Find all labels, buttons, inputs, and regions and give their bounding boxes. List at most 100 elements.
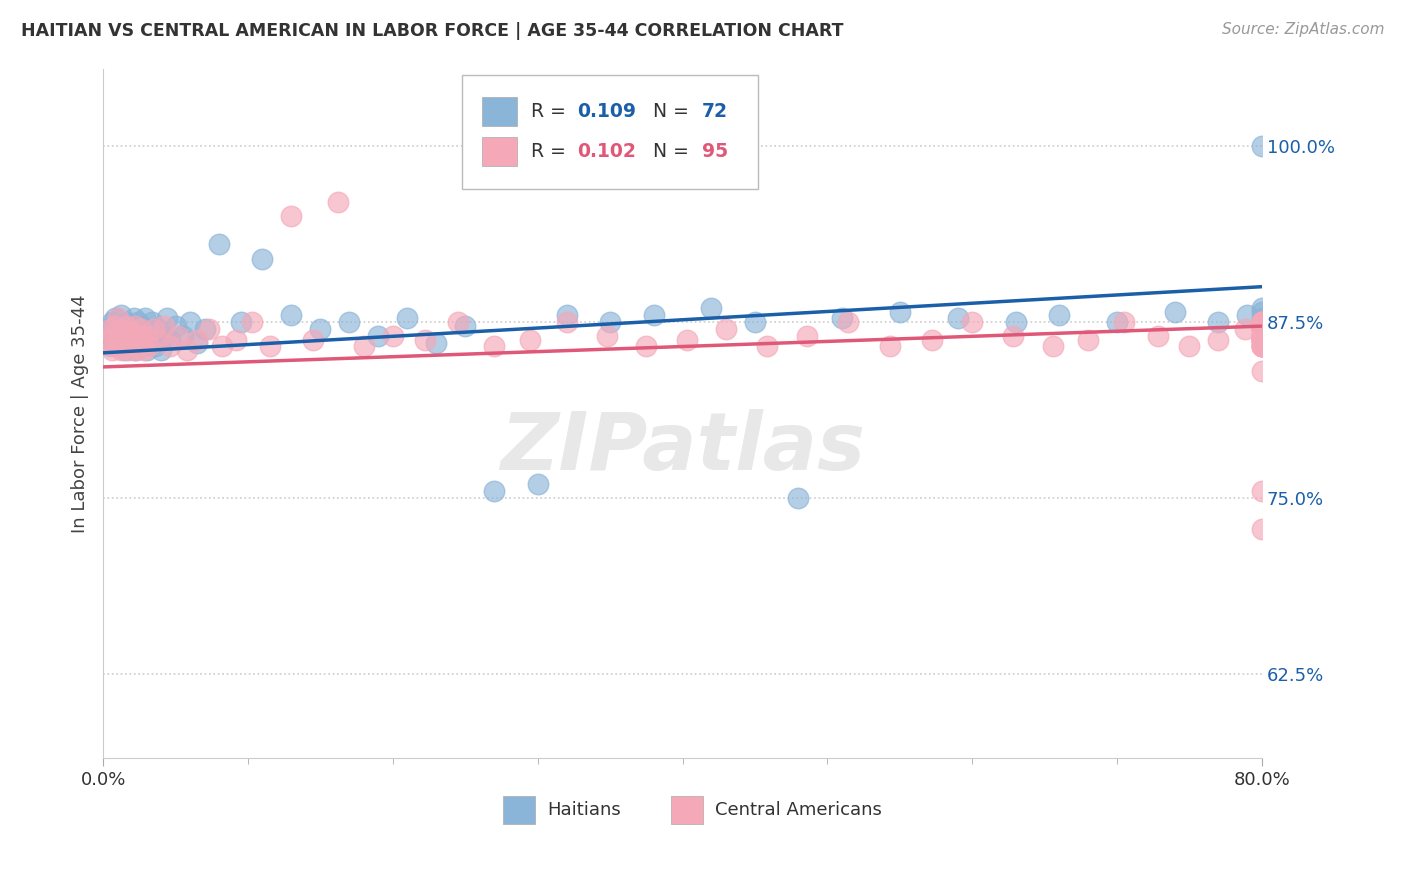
Point xyxy=(127,315,149,329)
Point xyxy=(1164,305,1187,319)
Point xyxy=(280,210,302,224)
Point xyxy=(118,343,141,357)
Point xyxy=(1251,333,1274,347)
Point xyxy=(104,310,127,325)
Point xyxy=(153,329,176,343)
Point xyxy=(141,315,163,329)
Point xyxy=(132,329,155,343)
Point xyxy=(1251,339,1274,353)
Point xyxy=(396,310,419,325)
Point xyxy=(526,476,548,491)
Point xyxy=(381,329,404,343)
Point xyxy=(796,329,818,343)
Text: Source: ZipAtlas.com: Source: ZipAtlas.com xyxy=(1222,22,1385,37)
Point xyxy=(1251,333,1274,347)
Point xyxy=(176,343,198,357)
Point xyxy=(744,315,766,329)
Point xyxy=(1251,333,1274,347)
Point xyxy=(1251,329,1274,343)
Point xyxy=(1251,315,1274,329)
Point xyxy=(425,336,447,351)
Point xyxy=(114,339,136,353)
Point xyxy=(135,343,157,357)
Point xyxy=(211,339,233,353)
Point xyxy=(1251,339,1274,353)
Point xyxy=(112,329,135,343)
Text: N =: N = xyxy=(641,103,695,121)
Point xyxy=(1251,339,1274,353)
Point xyxy=(96,322,118,336)
Point xyxy=(946,310,969,325)
Point xyxy=(105,339,128,353)
Point xyxy=(240,315,263,329)
Point xyxy=(111,333,134,347)
Point xyxy=(146,322,169,336)
Point xyxy=(1233,322,1256,336)
Point xyxy=(198,322,221,336)
Point xyxy=(700,301,723,315)
Point xyxy=(108,339,131,353)
Point xyxy=(124,319,146,334)
Point xyxy=(146,333,169,347)
Point xyxy=(1251,522,1274,536)
Point xyxy=(1251,310,1274,325)
Point xyxy=(122,329,145,343)
Point xyxy=(179,315,201,329)
Point xyxy=(1251,315,1274,329)
Point xyxy=(1251,315,1274,329)
Point xyxy=(172,329,194,343)
Point xyxy=(484,483,506,498)
Text: ZIPatlas: ZIPatlas xyxy=(501,409,865,487)
Point xyxy=(124,343,146,357)
Point xyxy=(636,339,658,353)
Point xyxy=(1251,301,1274,315)
Point xyxy=(1004,315,1026,329)
Point xyxy=(1208,315,1230,329)
Point xyxy=(309,322,332,336)
Point xyxy=(132,343,155,357)
Point xyxy=(107,310,129,325)
Point xyxy=(138,339,160,353)
Point xyxy=(1077,333,1099,347)
Point xyxy=(104,319,127,334)
Point xyxy=(326,195,349,210)
Text: N =: N = xyxy=(641,142,695,161)
Point xyxy=(125,325,148,339)
Point xyxy=(186,336,208,351)
Point xyxy=(1251,364,1274,378)
Point xyxy=(142,322,165,336)
Point xyxy=(165,319,187,334)
Text: R =: R = xyxy=(530,142,572,161)
Point xyxy=(159,333,181,347)
Point xyxy=(1001,329,1024,343)
Point xyxy=(115,315,138,329)
Point xyxy=(121,339,143,353)
Point xyxy=(837,315,859,329)
Point xyxy=(555,308,578,322)
Point xyxy=(1251,333,1274,347)
Point xyxy=(110,343,132,357)
Point xyxy=(110,308,132,322)
Point xyxy=(134,310,156,325)
Point xyxy=(1251,329,1274,343)
Point xyxy=(831,310,853,325)
Point xyxy=(1251,483,1274,498)
Point xyxy=(1251,333,1274,347)
Point xyxy=(100,322,122,336)
Point xyxy=(921,333,943,347)
Point xyxy=(193,322,215,336)
FancyBboxPatch shape xyxy=(463,76,758,189)
Text: 0.109: 0.109 xyxy=(576,103,636,121)
Point xyxy=(120,325,142,339)
Point xyxy=(135,329,157,343)
Point xyxy=(447,315,470,329)
Point xyxy=(117,333,139,347)
Point xyxy=(1251,322,1274,336)
Point xyxy=(1251,322,1274,336)
Point xyxy=(143,339,166,353)
Point xyxy=(138,333,160,347)
Point xyxy=(229,315,252,329)
Point xyxy=(302,333,325,347)
Point xyxy=(225,333,247,347)
Point xyxy=(454,319,477,334)
